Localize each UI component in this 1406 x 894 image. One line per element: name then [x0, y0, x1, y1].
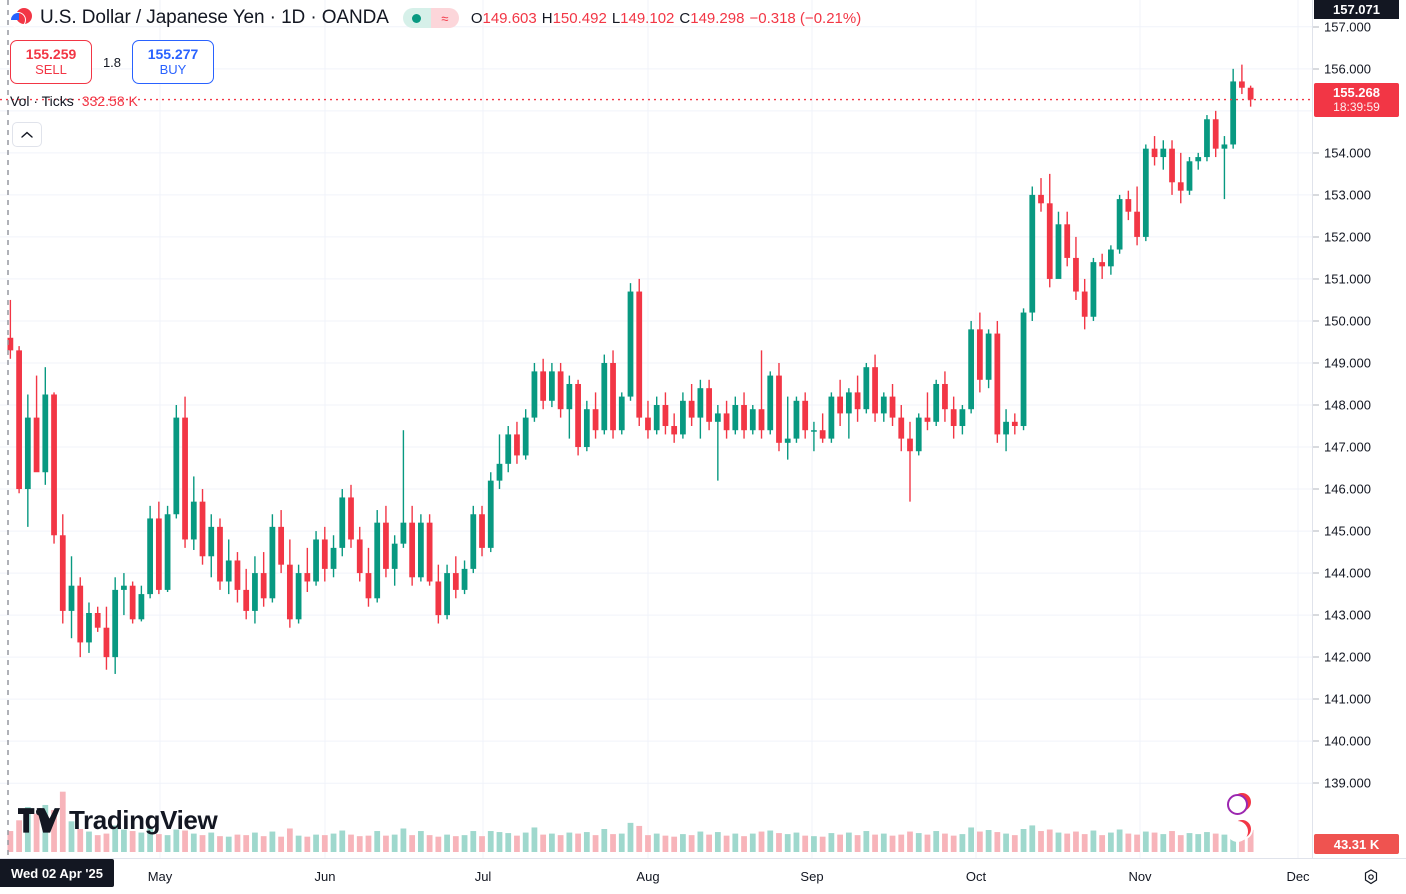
buy-button[interactable]: 155.277 BUY [132, 40, 214, 84]
price-axis-tick: 144.000 [1324, 565, 1371, 581]
volume-legend-title: Vol · Ticks [10, 93, 74, 109]
time-axis-tick: Jul [474, 869, 492, 884]
price-axis-tick: 145.000 [1324, 523, 1371, 539]
sell-button[interactable]: 155.259 SELL [10, 40, 92, 84]
time-axis[interactable]: Wed 02 Apr '25 May Jun Jul Aug Sep Oct Nov Dec [0, 858, 1406, 894]
volume-legend[interactable]: Vol · Ticks 332.58 K [10, 93, 138, 109]
price-axis-tick: 142.000 [1324, 649, 1371, 665]
time-axis-tick: Aug [636, 869, 660, 884]
price-axis-tick-dash [1313, 278, 1319, 280]
time-axis-tick: Nov [1128, 869, 1152, 884]
sell-price: 155.259 [25, 45, 77, 62]
current-price-label[interactable]: 155.268 18:39:59 [1314, 82, 1399, 117]
settings-gear-icon [1364, 869, 1378, 885]
time-axis-tick: Jun [314, 869, 336, 884]
price-axis-tick-dash [1313, 488, 1319, 490]
price-axis-tick-dash [1313, 68, 1319, 70]
time-axis-tick: Sep [800, 869, 824, 884]
price-axis-tick: 154.000 [1324, 145, 1371, 161]
symbol-badge-secondary[interactable] [1227, 818, 1253, 844]
price-axis-tick-dash [1313, 740, 1319, 742]
price-axis[interactable]: 157.071 157.000 156.000 154.000 153.000 152.… [1312, 0, 1406, 858]
buy-price: 155.277 [147, 45, 199, 62]
bar-countdown: 18:39:59 [1333, 100, 1380, 115]
price-axis-tick-dash [1313, 782, 1319, 784]
price-axis-tick: 147.000 [1324, 439, 1371, 455]
price-axis-tick-dash [1313, 236, 1319, 238]
price-axis-tick: 140.000 [1324, 733, 1371, 749]
collapse-pane-button[interactable] [12, 122, 42, 147]
chart-settings-button[interactable] [1360, 866, 1382, 888]
price-axis-tick-dash [1313, 614, 1319, 616]
chart-plot-area[interactable] [0, 0, 1312, 858]
price-axis-tick: 146.000 [1324, 481, 1371, 497]
price-axis-tick-dash [1313, 572, 1319, 574]
price-axis-tick-dash [1313, 656, 1319, 658]
price-axis-tick-dash [1313, 446, 1319, 448]
time-axis-tick: Oct [965, 869, 987, 884]
crosshair-time-label: Wed 02 Apr '25 [0, 859, 114, 887]
price-axis-tick: 143.000 [1324, 607, 1371, 623]
price-axis-tick-dash [1313, 194, 1319, 196]
price-axis-tick: 148.000 [1324, 397, 1371, 413]
volume-value-label: 43.31 K [1314, 834, 1399, 854]
price-axis-tick: 157.000 [1324, 19, 1371, 35]
price-axis-tick: 152.000 [1324, 229, 1371, 245]
price-axis-tick-dash [1313, 320, 1319, 322]
price-axis-tick: 139.000 [1324, 775, 1371, 791]
price-axis-tick-dash [1313, 26, 1319, 28]
crosshair-price-label: 157.071 [1314, 0, 1399, 19]
chart-canvas [0, 0, 1312, 858]
price-axis-tick: 153.000 [1324, 187, 1371, 203]
price-axis-tick-dash [1313, 530, 1319, 532]
sell-label: SELL [35, 61, 67, 77]
price-axis-tick-dash [1313, 152, 1319, 154]
current-price-value: 155.268 [1333, 85, 1380, 101]
price-axis-tick-dash [1313, 404, 1319, 406]
price-axis-tick: 156.000 [1324, 61, 1371, 77]
trade-panel: 155.259 SELL 1.8 155.277 BUY [10, 40, 214, 84]
price-axis-tick: 151.000 [1324, 271, 1371, 287]
price-axis-tick-dash [1313, 698, 1319, 700]
time-axis-tick: May [147, 869, 173, 884]
price-axis-tick: 141.000 [1324, 691, 1371, 707]
volume-legend-value: 332.58 K [81, 93, 138, 109]
price-axis-tick: 150.000 [1324, 313, 1371, 329]
chevron-up-icon [21, 131, 33, 138]
symbol-badge-primary[interactable] [1227, 791, 1253, 817]
buy-label: BUY [159, 61, 187, 77]
time-axis-tick: Dec [1286, 869, 1310, 884]
price-axis-tick: 149.000 [1324, 355, 1371, 371]
spread-value: 1.8 [102, 54, 122, 70]
price-axis-tick-dash [1313, 362, 1319, 364]
